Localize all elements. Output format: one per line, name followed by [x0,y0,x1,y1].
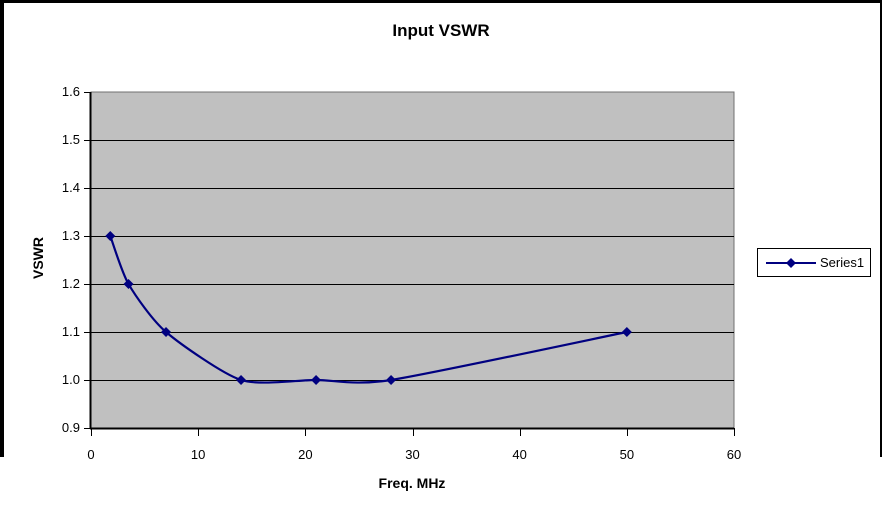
series-marker [311,375,322,385]
y-tick-label: 1.3 [61,228,80,243]
legend-label: Series1 [820,255,865,270]
chart-title: Input VSWR [392,21,490,40]
y-tick-label: 0.9 [61,420,80,435]
x-tick-label: 50 [619,447,635,462]
y-tick-label: 1.2 [61,276,80,291]
y-tick-label: 1.6 [61,84,80,99]
x-axis-title: Freq. MHz [378,475,446,491]
legend: Series1 [757,248,871,277]
y-tick-label: 1.1 [61,324,80,339]
y-tick-label: 1.5 [61,132,80,147]
series-marker [621,327,632,337]
x-tick-label: 10 [190,447,206,462]
x-tick-label: 60 [726,447,742,462]
x-tick-label: 0 [87,447,95,462]
series-marker [123,279,134,289]
series-marker [161,327,172,337]
x-tick-label: 40 [512,447,527,462]
series-line [109,235,628,384]
series-marker [236,375,247,385]
series-marker [386,375,397,385]
y-tick-label: 1.4 [61,180,80,195]
legend-marker-icon [766,257,816,268]
y-tick-label: 1.0 [61,372,80,387]
series-marker [105,231,116,241]
plot-area [90,91,735,429]
x-tick-label: 20 [298,447,313,462]
x-tick-label: 30 [405,447,420,462]
